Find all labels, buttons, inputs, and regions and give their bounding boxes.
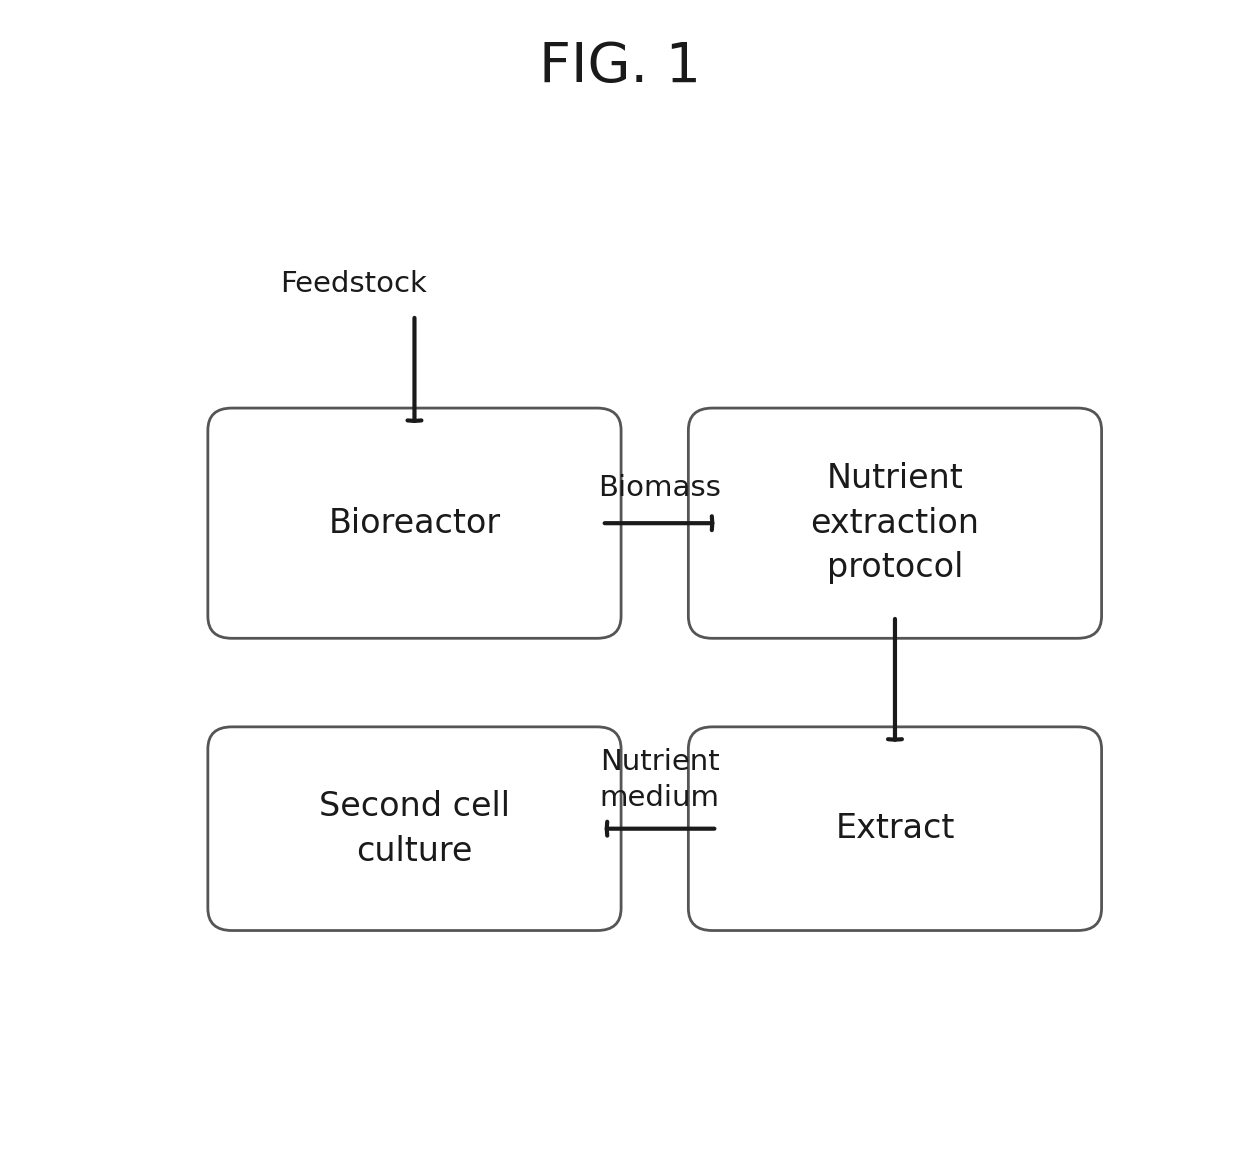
FancyBboxPatch shape [688, 408, 1101, 638]
FancyBboxPatch shape [208, 727, 621, 930]
FancyBboxPatch shape [688, 727, 1101, 930]
Text: Extract: Extract [836, 812, 955, 845]
FancyBboxPatch shape [208, 408, 621, 638]
Text: Second cell
culture: Second cell culture [319, 790, 510, 867]
Text: Nutrient
medium: Nutrient medium [599, 749, 719, 812]
Text: Feedstock: Feedstock [280, 270, 427, 298]
Text: Biomass: Biomass [598, 474, 720, 501]
Text: Nutrient
extraction
protocol: Nutrient extraction protocol [811, 462, 980, 584]
Text: Bioreactor: Bioreactor [329, 507, 501, 539]
Text: FIG. 1: FIG. 1 [539, 40, 701, 94]
